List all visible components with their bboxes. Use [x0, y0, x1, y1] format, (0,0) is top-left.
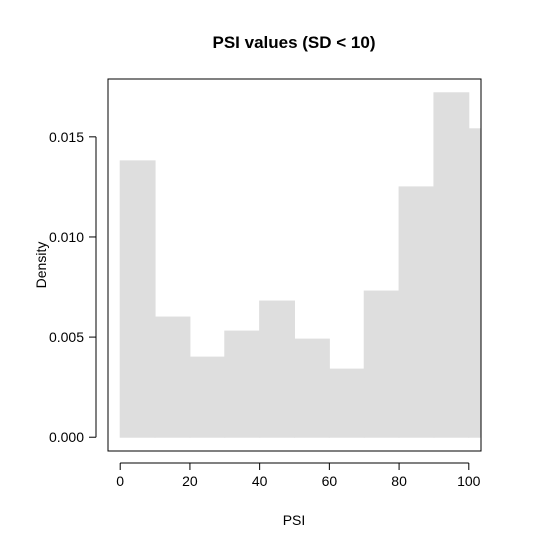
histogram-bar — [189, 356, 226, 438]
histogram-bar — [328, 368, 365, 438]
x-tick-label: 40 — [252, 473, 268, 489]
histogram-bar — [119, 160, 156, 438]
y-axis: 0.000 0.005 0.010 0.015 — [49, 129, 97, 445]
histogram-bar — [294, 338, 330, 438]
histogram-bar — [154, 316, 191, 438]
histogram-bar — [398, 186, 435, 438]
y-tick-label: 0.005 — [49, 329, 84, 345]
histogram-bar — [468, 128, 481, 438]
y-tick-label: 0.000 — [49, 429, 84, 445]
x-tick-label: 0 — [116, 473, 124, 489]
y-tick-label: 0.015 — [49, 129, 84, 145]
chart-title: PSI values (SD < 10) — [213, 33, 376, 52]
x-tick-label: 60 — [322, 473, 338, 489]
x-tick-label: 20 — [182, 473, 198, 489]
y-tick-label: 0.010 — [49, 229, 84, 245]
x-tick-label: 100 — [457, 473, 481, 489]
histogram-bar — [224, 330, 261, 438]
x-axis: 0 20 40 60 80 100 — [116, 462, 481, 489]
plot-frame — [107, 78, 482, 452]
histogram-bar — [363, 290, 400, 438]
x-axis-label: PSI — [283, 512, 306, 528]
x-tick-label: 80 — [391, 473, 407, 489]
bars-layer — [119, 92, 481, 438]
histogram-bar — [259, 300, 296, 438]
histogram-bar — [433, 92, 470, 438]
y-axis-label: Density — [33, 242, 49, 289]
